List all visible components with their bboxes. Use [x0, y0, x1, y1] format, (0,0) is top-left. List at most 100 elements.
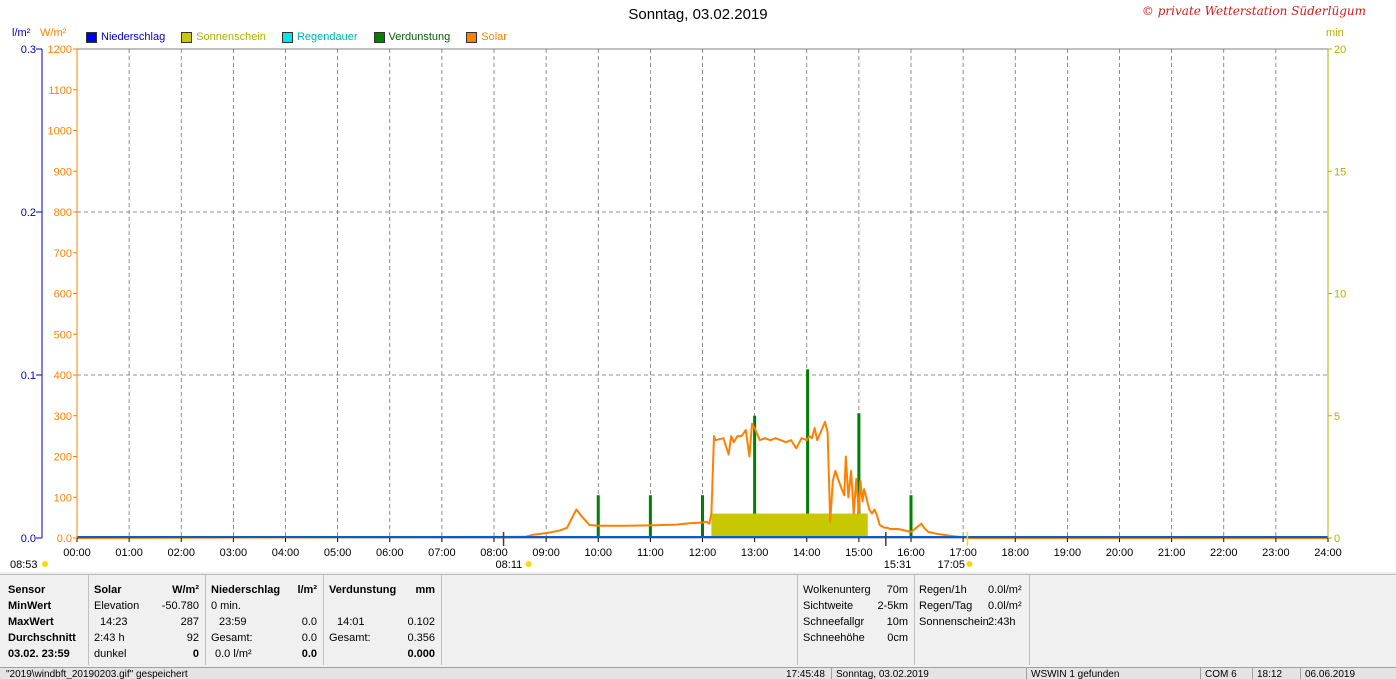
solar-tick-label: 0.0	[57, 533, 72, 545]
solar-tick-label: 800	[54, 207, 72, 219]
weather-label-2: Schneefallgr	[803, 616, 865, 628]
info-evap-c1-1: 14:01	[337, 616, 365, 628]
rain-tick-label: 0.3	[21, 44, 36, 56]
info-rain-c2-2: 0.0	[301, 632, 317, 644]
status-clock: 18:12	[1252, 668, 1302, 679]
legend-item: Sonnenschein	[181, 31, 266, 43]
weather-value-2: 10m	[886, 616, 908, 628]
legend: Niederschlag Sonnenschein Regendauer Verdun…	[86, 31, 507, 43]
rain-tick-label: 0.0	[21, 533, 36, 545]
weather-label-0: Wolkenunterg	[803, 584, 871, 596]
info-solar-c2-2: 92	[186, 632, 199, 644]
info-solar-c1-2: 2:43 h	[94, 632, 125, 644]
info-rain-c1-1: 23:59	[219, 616, 247, 628]
elevation-time-label: 08:53	[10, 559, 38, 571]
x-tick-label: 10:00	[584, 547, 612, 559]
evaporation-bar	[806, 369, 810, 538]
cross-label: 15:31	[884, 559, 912, 571]
status-time: 17:45:48	[786, 669, 825, 679]
info-label-current: 03.02. 23:59	[8, 648, 70, 660]
info-header-solar-unit: W/m²	[172, 584, 199, 596]
legend-label: Sonnenschein	[196, 31, 266, 43]
legend-item: Niederschlag	[86, 31, 165, 43]
x-tick-label: 06:00	[376, 547, 404, 559]
weather-value-1: 2-5km	[877, 600, 908, 612]
status-bar: "2019\windbft_20190203.gif" gespeichert …	[0, 667, 1396, 679]
evaporation-bar	[857, 413, 861, 538]
rain-tick-label: 0.1	[21, 370, 36, 382]
legend-swatch	[373, 31, 385, 43]
x-tick-label: 12:00	[689, 547, 717, 559]
info-header-sensor: Sensor	[8, 584, 46, 596]
x-tick-label: 07:00	[428, 547, 456, 559]
unit-rain: l/m²	[12, 27, 31, 39]
sunset-icon	[966, 561, 973, 567]
info-rainstats-col: Regen/1h 0.0l/m² Regen/Tag 0.0l/m² Sonne…	[913, 575, 1030, 665]
x-tick-label: 22:00	[1210, 547, 1238, 559]
minutes-tick-label: 20	[1334, 44, 1346, 56]
info-rain-col: Niederschlag l/m² 0 min. 23:59 0.0 Gesam…	[205, 575, 324, 665]
x-tick-label: 02:00	[167, 547, 195, 559]
x-tick-label: 01:00	[115, 547, 143, 559]
info-header-evap-unit: mm	[415, 584, 435, 596]
rainstats-value-1: 0.0l/m²	[988, 600, 1022, 612]
info-rain-c1-2: Gesamt:	[211, 632, 253, 644]
solar-tick-label: 900	[54, 166, 72, 178]
rainstats-label-2: Sonnenschein	[919, 616, 989, 628]
info-header-evap: Verdunstung	[329, 584, 397, 596]
info-rain-c2-1: 0.0	[301, 616, 317, 628]
info-label-avg: Durchschnitt	[8, 632, 76, 644]
x-tick-label: 17:00	[949, 547, 977, 559]
grid-lines	[76, 48, 1329, 539]
x-tick-label: 00:00	[63, 547, 91, 559]
x-tick-label: 03:00	[220, 547, 248, 559]
rainstats-label-1: Regen/Tag	[919, 600, 973, 612]
legend-item: Solar	[466, 31, 507, 43]
legend-swatch	[86, 31, 97, 43]
x-tick-label: 21:00	[1158, 547, 1186, 559]
solar-tick-label: 400	[54, 370, 72, 382]
chart-title: Sonntag, 03.02.2019	[628, 6, 768, 23]
sunrise-label: 08:11	[496, 559, 523, 571]
minutes-tick-label: 5	[1334, 411, 1340, 423]
x-tick-label: 18:00	[1001, 547, 1029, 559]
info-evap-c2-1: 0.102	[407, 616, 435, 628]
info-panel: Sensor MinWert MaxWert Durchschnitt 03.0…	[0, 574, 1396, 667]
unit-minutes: min	[1326, 27, 1344, 39]
info-header-rain-unit: l/m²	[297, 584, 317, 596]
solar-tick-label: 100	[54, 492, 72, 504]
markers: 08:53 08:11 15:31 17:05	[10, 532, 973, 571]
solar-line	[76, 420, 1328, 539]
minutes-tick-label: 10	[1334, 289, 1346, 301]
x-tick-label: 05:00	[324, 547, 352, 559]
solar-tick-label: 1100	[48, 85, 72, 97]
legend-label: Regendauer	[296, 31, 358, 43]
x-tick-label: 09:00	[532, 547, 560, 559]
info-solar-col: Solar W/m² Elevation -50.780 14:23 287 2…	[88, 575, 206, 665]
solar-tick-label: 1200	[48, 44, 72, 56]
x-tick-label: 24:00	[1314, 547, 1342, 559]
info-evap-c1-2: Gesamt:	[329, 632, 371, 644]
chart-area: 00:00 01:00 02:00 03:00 04:00 05:00 06:00 07:00…	[0, 0, 1396, 572]
copyright-label: © private Wetterstation Süderlügum	[1141, 4, 1366, 18]
x-tick-label: 11:00	[637, 547, 664, 559]
x-tick-label: 16:00	[897, 547, 925, 559]
solar-tick-label: 700	[54, 248, 72, 260]
bars	[596, 369, 913, 538]
solar-tick-label: 300	[54, 411, 72, 423]
solar-tick-label: 600	[54, 289, 72, 301]
info-solar-c1-3: dunkel	[94, 648, 127, 660]
legend-swatch	[281, 31, 293, 43]
rainstats-value-2: 2:43h	[988, 616, 1016, 628]
x-tick-label: 14:00	[793, 547, 821, 559]
info-solar-c2-1: 287	[180, 616, 199, 628]
info-rain-c1-0: 0 min.	[211, 600, 241, 612]
evaporation-bar	[701, 495, 704, 538]
legend-swatch	[181, 31, 193, 43]
sunshine-bar	[711, 513, 868, 538]
info-label-max: MaxWert	[8, 616, 54, 628]
evaporation-bar	[596, 495, 600, 538]
minutes-tick-label: 0	[1334, 533, 1340, 545]
unit-solar: W/m²	[40, 27, 67, 39]
solar-tick-label: 200	[54, 452, 72, 464]
